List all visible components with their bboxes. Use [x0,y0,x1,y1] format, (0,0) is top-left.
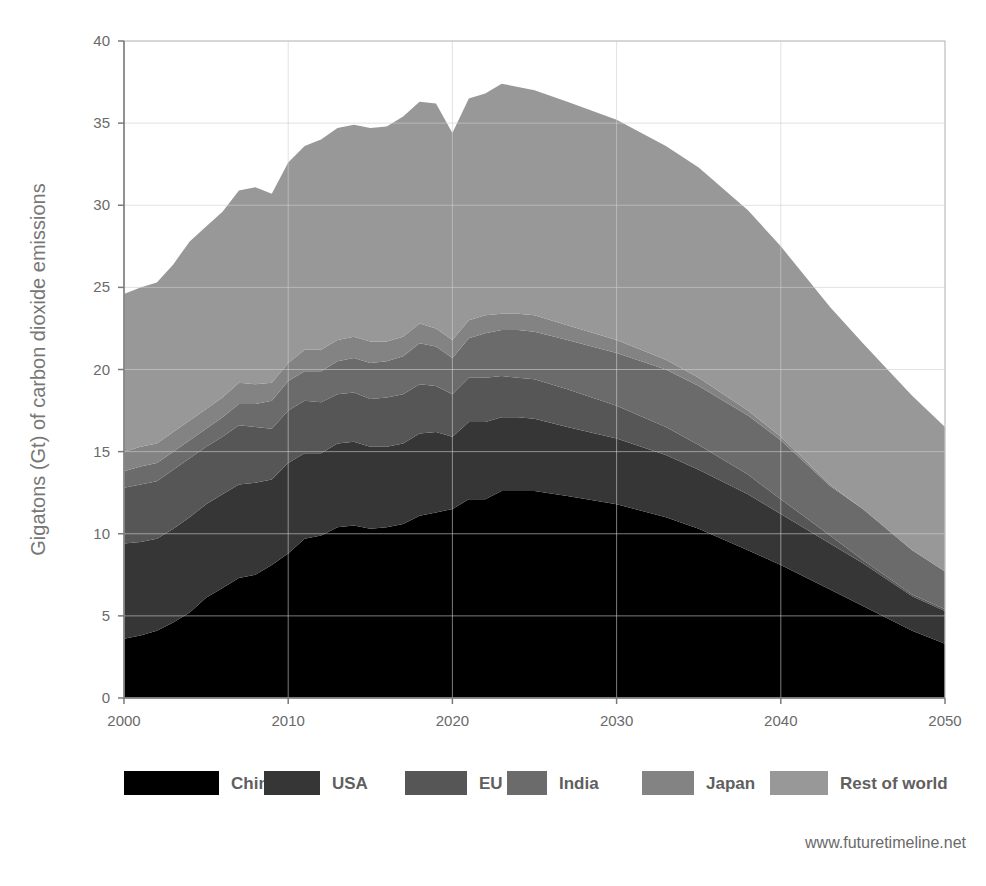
x-axis [124,697,945,699]
tick-label: 0 [102,689,110,706]
grid-line [780,41,781,698]
legend-swatch [642,771,694,795]
tick-label: 25 [93,278,110,295]
tick-label: 40 [93,32,110,49]
legend-label: EU [479,774,503,793]
grid-line [124,533,945,534]
grid [124,41,945,698]
grid-line [124,451,945,452]
tick [118,451,124,453]
tick [118,697,124,699]
legend-swatch [507,771,547,795]
tick-label: 2030 [600,712,633,729]
tick-label: 2010 [272,712,305,729]
legend-label: Rest of world [840,774,948,793]
tick-label: 2050 [928,712,961,729]
legend-label: India [559,774,599,793]
tick [118,205,124,207]
tick [118,287,124,289]
tick-label: 2020 [436,712,469,729]
tick [944,698,946,704]
tick [118,40,124,42]
legend-swatch [264,771,320,795]
tick-label: 2000 [107,712,140,729]
grid-line [124,615,945,616]
grid-line [124,287,945,288]
grid-line [288,41,289,698]
areas [124,84,945,698]
grid-line [124,369,945,370]
tick-label: 30 [93,196,110,213]
tick [616,698,618,704]
legend-label: Japan [706,774,755,793]
grid-line [124,205,945,206]
legend-label: USA [332,774,368,793]
grid-line [124,123,945,124]
grid-line [452,41,453,698]
ticks: 0 5 10 15 20 25 30 35 40 2000 2010 2020 2030 2040 2050 [93,32,961,729]
tick [287,698,289,704]
tick-label: 15 [93,443,110,460]
plot-frame [124,41,945,698]
legend-swatch [124,771,219,795]
tick [118,533,124,535]
tick [118,369,124,371]
tick-label: 2040 [764,712,797,729]
legend-swatch [770,771,828,795]
tick-label: 10 [93,525,110,542]
tick [118,122,124,124]
tick [123,698,125,704]
tick [780,698,782,704]
y-axis-label: Gigatons (Gt) of carbon dioxide emission… [27,183,49,555]
grid-line [616,41,617,698]
legend-swatch [405,771,467,795]
tick-label: 35 [93,114,110,131]
legend: ChinaUSAEUIndiaJapanRest of world [124,771,948,795]
tick-label: 5 [102,607,110,624]
tick [118,615,124,617]
source: www.futuretimeline.net [804,834,967,851]
grid-line [124,698,945,699]
chart: 0 5 10 15 20 25 30 35 40 2000 2010 2020 2030 2040 2050… [0,0,986,886]
tick [452,698,454,704]
area [124,84,945,572]
tick-label: 20 [93,361,110,378]
